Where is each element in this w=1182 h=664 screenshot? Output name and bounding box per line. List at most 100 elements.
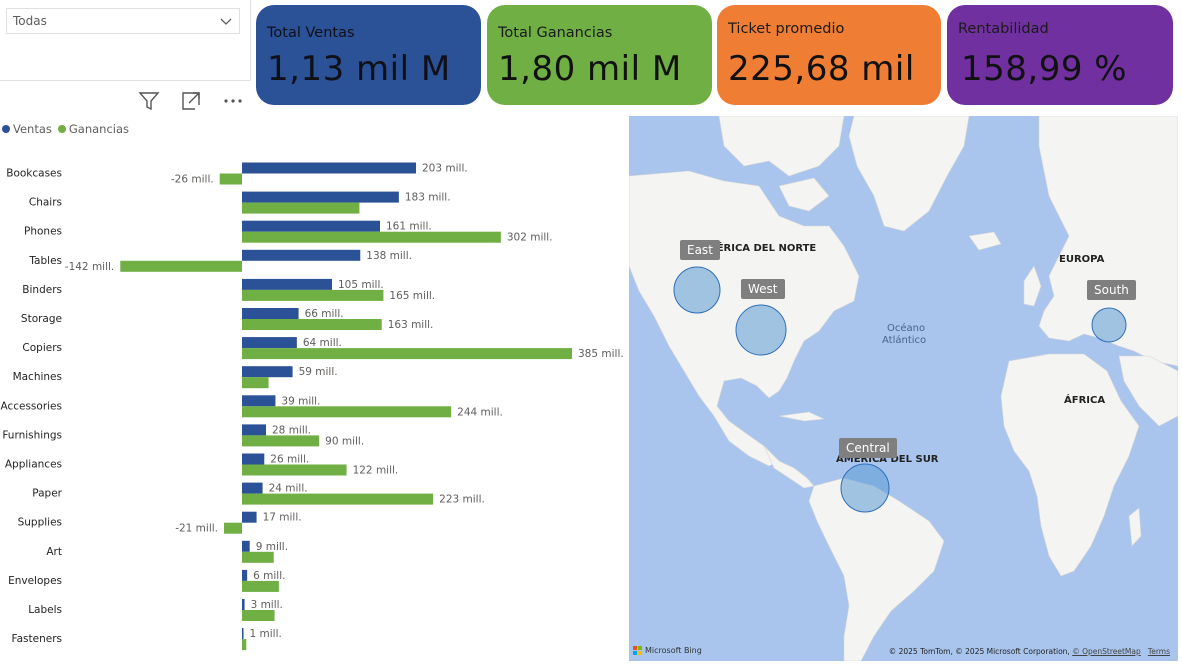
category-label: Storage (21, 313, 62, 325)
bar-ganancias[interactable] (219, 173, 242, 185)
map-bubble-west[interactable] (735, 304, 787, 356)
bar-ganancias[interactable] (242, 319, 382, 330)
legend-item-ganancias[interactable]: Ganancias (57, 122, 129, 136)
map-label-ocean-2: Atlántico (882, 334, 926, 346)
map-bubble-south[interactable] (1091, 307, 1127, 343)
data-label: 24 mill. (269, 483, 308, 495)
bar-ventas[interactable] (242, 395, 276, 407)
bar-ventas[interactable] (242, 482, 263, 494)
data-label: 17 mill. (263, 512, 302, 524)
legend-item-ventas[interactable]: Ventas (2, 122, 52, 136)
bar-ganancias[interactable] (242, 202, 360, 214)
data-label: 203 mill. (422, 163, 468, 175)
data-label: 244 mill. (457, 406, 503, 418)
map-label-north-america: AMÉRICA DEL NORTE (699, 241, 816, 254)
bar-ganancias[interactable] (120, 260, 242, 272)
category-label: Tables (28, 255, 62, 267)
data-label: 385 mill. (578, 348, 624, 360)
bar-ganancias[interactable] (242, 493, 434, 505)
category-label: Chairs (29, 197, 62, 209)
data-label: 39 mill. (281, 395, 320, 407)
visual-header (134, 86, 248, 116)
data-label: 6 mill. (253, 570, 285, 582)
filter-icon[interactable] (134, 86, 164, 116)
map-bubble-central[interactable] (840, 463, 890, 513)
data-label: 59 mill. (299, 366, 338, 378)
bar-ventas[interactable] (242, 540, 250, 552)
bar-ventas[interactable] (242, 511, 257, 523)
bar-ganancias[interactable] (242, 610, 275, 621)
bar-ventas[interactable] (242, 366, 293, 378)
bar-ventas[interactable] (242, 424, 266, 436)
bar-ventas[interactable] (242, 599, 245, 610)
legend-dot-ventas (2, 125, 10, 133)
bar-ganancias[interactable] (242, 289, 384, 301)
bar-ventas[interactable] (242, 569, 248, 581)
bar-ventas[interactable] (242, 220, 380, 232)
bar-ventas[interactable] (242, 278, 332, 290)
bar-ventas[interactable] (242, 191, 399, 203)
bar-ganancias[interactable] (242, 377, 269, 389)
bar-ganancias[interactable] (224, 522, 242, 534)
kpi-value: 225,68 mil (728, 49, 915, 89)
bar-ganancias[interactable] (242, 551, 274, 563)
bar-ventas[interactable] (242, 249, 361, 261)
map-bubble-label-east: East (680, 240, 720, 260)
bar-ventas[interactable] (242, 628, 244, 640)
copyright-text: © 2025 TomTom, © 2025 Microsoft Corporat… (888, 647, 1073, 656)
chart-legend: Ventas Ganancias (2, 122, 129, 136)
kpi-label: Total Ganancias (498, 25, 613, 41)
data-label: 165 mill. (389, 290, 435, 302)
bar-ganancias[interactable] (242, 348, 572, 360)
osm-link[interactable]: © OpenStreetMap (1072, 647, 1141, 656)
data-label: 28 mill. (272, 424, 311, 436)
category-label: Envelopes (8, 575, 62, 587)
kpi-value: 1,13 mil M (267, 49, 451, 89)
map-label-africa: ÁFRICA (1064, 393, 1105, 406)
category-label: Binders (22, 284, 62, 296)
map-visual[interactable]: AMÉRICA DEL NORTE EUROPA ÁFRICA AMÉRICA … (629, 116, 1178, 661)
bar-ventas[interactable] (242, 308, 299, 319)
data-label: 223 mill. (439, 494, 485, 506)
bar-chart: Bookcases 203 mill. -26 mill. Chairs 183 mil… (0, 162, 624, 651)
category-label: Copiers (22, 342, 62, 354)
bar-ventas[interactable] (242, 337, 297, 349)
bar-ganancias[interactable] (242, 464, 347, 476)
map-label-europe: EUROPA (1059, 254, 1105, 265)
data-label: 122 mill. (353, 465, 399, 477)
data-label: 183 mill. (405, 192, 451, 204)
bar-ventas[interactable] (242, 162, 416, 174)
slicer-selected-value: Todas (13, 14, 47, 28)
kpi-card-ticket-promedio: Ticket promedio 225,68 mil (717, 5, 941, 105)
terms-link[interactable]: Terms (1147, 647, 1170, 656)
slicer-dropdown[interactable]: Todas (6, 8, 240, 34)
map-bubble-east[interactable] (673, 266, 721, 314)
bar-ganancias[interactable] (242, 231, 501, 243)
bar-ganancias[interactable] (242, 639, 247, 651)
category-label: Furnishings (2, 429, 62, 441)
bar-ventas[interactable] (242, 453, 265, 465)
category-label: Phones (24, 226, 62, 238)
kpi-card-total-ganancias: Total Ganancias 1,80 mil M (487, 5, 712, 105)
microsoft-logo-icon (633, 646, 642, 655)
bar-ganancias[interactable] (242, 580, 279, 592)
kpi-value: 1,80 mil M (498, 49, 682, 89)
chevron-down-icon (220, 18, 232, 25)
map-copyright: © 2025 TomTom, © 2025 Microsoft Corporat… (889, 647, 1170, 656)
bar-ganancias[interactable] (242, 406, 452, 418)
data-label: 1 mill. (250, 628, 282, 640)
focus-mode-icon[interactable] (176, 86, 206, 116)
bar-ganancias[interactable] (242, 435, 320, 447)
data-label: 90 mill. (325, 435, 364, 447)
bing-brand-text: Microsoft Bing (645, 646, 702, 655)
data-label: 64 mill. (303, 337, 342, 349)
kpi-value: 158,99 % (961, 49, 1128, 89)
kpi-card-total-ventas: Total Ventas 1,13 mil M (256, 5, 481, 105)
map-bubble-label-central: Central (839, 438, 897, 458)
category-label: Art (46, 546, 62, 558)
kpi-card-rentabilidad: Rentabilidad 158,99 % (947, 5, 1173, 105)
category-label: Supplies (18, 517, 62, 529)
data-label: 66 mill. (305, 308, 344, 320)
data-label: -21 mill. (175, 523, 218, 535)
more-options-icon[interactable] (218, 86, 248, 116)
